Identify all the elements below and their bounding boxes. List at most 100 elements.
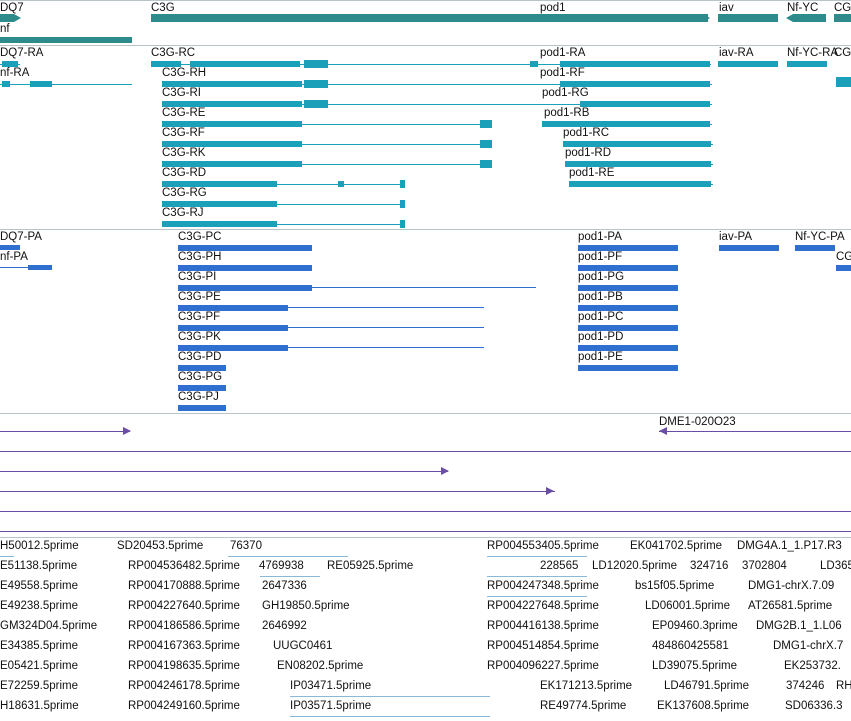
est-label[interactable]: RP004167363.5prime xyxy=(128,640,240,652)
gene-feature-c3g-pod1[interactable] xyxy=(151,14,708,22)
est-feature[interactable] xyxy=(290,716,490,717)
est-label[interactable]: SD06336.3 xyxy=(785,700,843,712)
est-label[interactable]: RH xyxy=(836,680,851,692)
protein-label[interactable]: C3G-PE xyxy=(178,291,221,303)
est-label[interactable]: EK041702.5prime xyxy=(630,540,723,552)
protein-label[interactable]: nf-PA xyxy=(0,251,28,263)
protein-label[interactable]: C3G-PH xyxy=(178,251,222,263)
protein-label[interactable]: Nf-YC-PA xyxy=(795,231,845,243)
gene-feature-cg[interactable] xyxy=(834,14,851,22)
transcript-label[interactable]: CG xyxy=(834,47,851,59)
transcript-label[interactable]: C3G-RC xyxy=(151,47,196,59)
protein-label[interactable]: C3G-PJ xyxy=(178,391,219,403)
alignment-line[interactable] xyxy=(0,491,555,492)
est-label[interactable]: RP004553405.5prime xyxy=(487,540,599,552)
est-label[interactable]: 2646992 xyxy=(262,620,307,632)
est-label[interactable]: 2647336 xyxy=(262,580,307,592)
transcript-label[interactable]: C3G-RG xyxy=(162,187,207,199)
est-label[interactable]: RP004227648.5prime xyxy=(487,600,599,612)
gene-feature-nf[interactable] xyxy=(0,37,132,43)
alignment-line[interactable] xyxy=(0,431,130,432)
protein-label[interactable]: C3G-PC xyxy=(178,231,222,243)
est-label[interactable]: RP004170888.5prime xyxy=(128,580,240,592)
protein-label[interactable]: iav-PA xyxy=(719,231,753,243)
est-label[interactable]: 484860425581 xyxy=(652,640,729,652)
protein-label[interactable]: C3G-PD xyxy=(178,351,222,363)
est-label[interactable]: EP09460.3prime xyxy=(652,620,738,632)
est-label[interactable]: LD06001.5prime xyxy=(645,600,731,612)
protein-label[interactable]: C3G-PG xyxy=(178,371,223,383)
est-feature[interactable] xyxy=(290,696,490,697)
transcript-label[interactable]: pod1-RG xyxy=(542,87,589,99)
protein-label[interactable]: DQ7-PA xyxy=(0,231,42,243)
est-label[interactable]: bs15f05.5prime xyxy=(635,580,715,592)
protein-label[interactable]: pod1-PC xyxy=(578,311,624,323)
alignment-line[interactable] xyxy=(0,511,851,512)
est-label[interactable]: 324716 xyxy=(690,560,729,572)
gene-label-dq7[interactable]: DQ7 xyxy=(0,2,24,14)
gene-label-cg[interactable]: CG xyxy=(834,2,851,14)
protein-label[interactable]: pod1-PD xyxy=(578,331,624,343)
est-label[interactable]: E72259.5prime xyxy=(0,680,78,692)
est-label[interactable]: LD365 xyxy=(820,560,851,572)
est-label[interactable]: 76370 xyxy=(230,540,262,552)
alignment-label[interactable]: DME1-020O23 xyxy=(659,416,736,428)
est-label[interactable]: 228565 xyxy=(540,560,579,572)
est-label[interactable]: AT26581.5prime xyxy=(748,600,833,612)
est-label[interactable]: UUGC0461 xyxy=(273,640,333,652)
est-label[interactable]: DMG1-chrX.7 xyxy=(773,640,844,652)
gene-feature-nf-yc[interactable] xyxy=(793,14,826,22)
alignment-line[interactable] xyxy=(0,471,448,472)
est-label[interactable]: EN08202.5prime xyxy=(277,660,364,672)
gene-label-iav[interactable]: iav xyxy=(719,2,734,14)
transcript-label[interactable]: Nf-YC-RA xyxy=(787,47,839,59)
gene-label-c3g[interactable]: C3G xyxy=(151,2,175,14)
est-feature[interactable] xyxy=(260,576,320,577)
transcript-label[interactable]: DQ7-RA xyxy=(0,47,44,59)
gene-feature-iav[interactable] xyxy=(718,14,778,22)
est-label[interactable]: DMG1-chrX.7.09 xyxy=(748,580,835,592)
est-label[interactable]: E05421.5prime xyxy=(0,660,78,672)
gene-label-pod1[interactable]: pod1 xyxy=(540,2,566,14)
est-label[interactable]: GM324D04.5prime xyxy=(0,620,98,632)
protein-label[interactable]: pod1-PG xyxy=(578,271,625,283)
alignment-line[interactable] xyxy=(0,451,851,452)
transcript-label[interactable]: pod1-RB xyxy=(544,107,590,119)
est-label[interactable]: H18631.5prime xyxy=(0,700,79,712)
transcript-label[interactable]: C3G-RH xyxy=(162,67,207,79)
transcript-label[interactable]: pod1-RE xyxy=(569,167,615,179)
transcript-label[interactable]: iav-RA xyxy=(719,47,754,59)
gene-label-nf-yc[interactable]: Nf-YC xyxy=(787,2,819,14)
alignment-line[interactable] xyxy=(0,531,851,532)
gene-label-nf[interactable]: nf xyxy=(0,23,10,35)
est-label[interactable]: E49238.5prime xyxy=(0,600,78,612)
est-feature[interactable] xyxy=(228,556,348,557)
est-label[interactable]: E49558.5prime xyxy=(0,580,78,592)
est-label[interactable]: 3702804 xyxy=(742,560,787,572)
est-feature[interactable] xyxy=(487,576,587,577)
est-label[interactable]: RP004249160.5prime xyxy=(128,700,240,712)
est-label[interactable]: EK253732. xyxy=(784,660,841,672)
est-label[interactable]: 4769938 xyxy=(259,560,304,572)
protein-label[interactable]: pod1-PA xyxy=(578,231,622,243)
transcript-label[interactable]: C3G-RD xyxy=(162,167,207,179)
est-label[interactable]: RP004186586.5prime xyxy=(128,620,240,632)
est-label[interactable]: DMG4A.1_1.P17.R3 xyxy=(737,540,842,552)
transcript-label[interactable]: pod1-RC xyxy=(563,127,610,139)
alignment-line[interactable] xyxy=(659,431,851,432)
transcript-label[interactable]: C3G-RF xyxy=(162,127,205,139)
protein-label[interactable]: pod1-PB xyxy=(578,291,623,303)
est-label[interactable]: DMG2B.1_1.L06 xyxy=(756,620,842,632)
est-label[interactable]: E34385.5prime xyxy=(0,640,78,652)
est-feature[interactable] xyxy=(487,596,587,597)
est-label[interactable]: RE49774.5prime xyxy=(540,700,627,712)
gene-feature-dq7[interactable] xyxy=(0,14,14,22)
est-label[interactable]: RP004096227.5prime xyxy=(487,660,599,672)
transcript-label[interactable]: C3G-RJ xyxy=(162,207,204,219)
est-label[interactable]: RP004246178.5prime xyxy=(128,680,240,692)
transcript-label[interactable]: C3G-RI xyxy=(162,87,201,99)
est-label[interactable]: RP004416138.5prime xyxy=(487,620,599,632)
est-label[interactable]: RP004198635.5prime xyxy=(128,660,240,672)
est-label[interactable]: EK137608.5prime xyxy=(657,700,750,712)
